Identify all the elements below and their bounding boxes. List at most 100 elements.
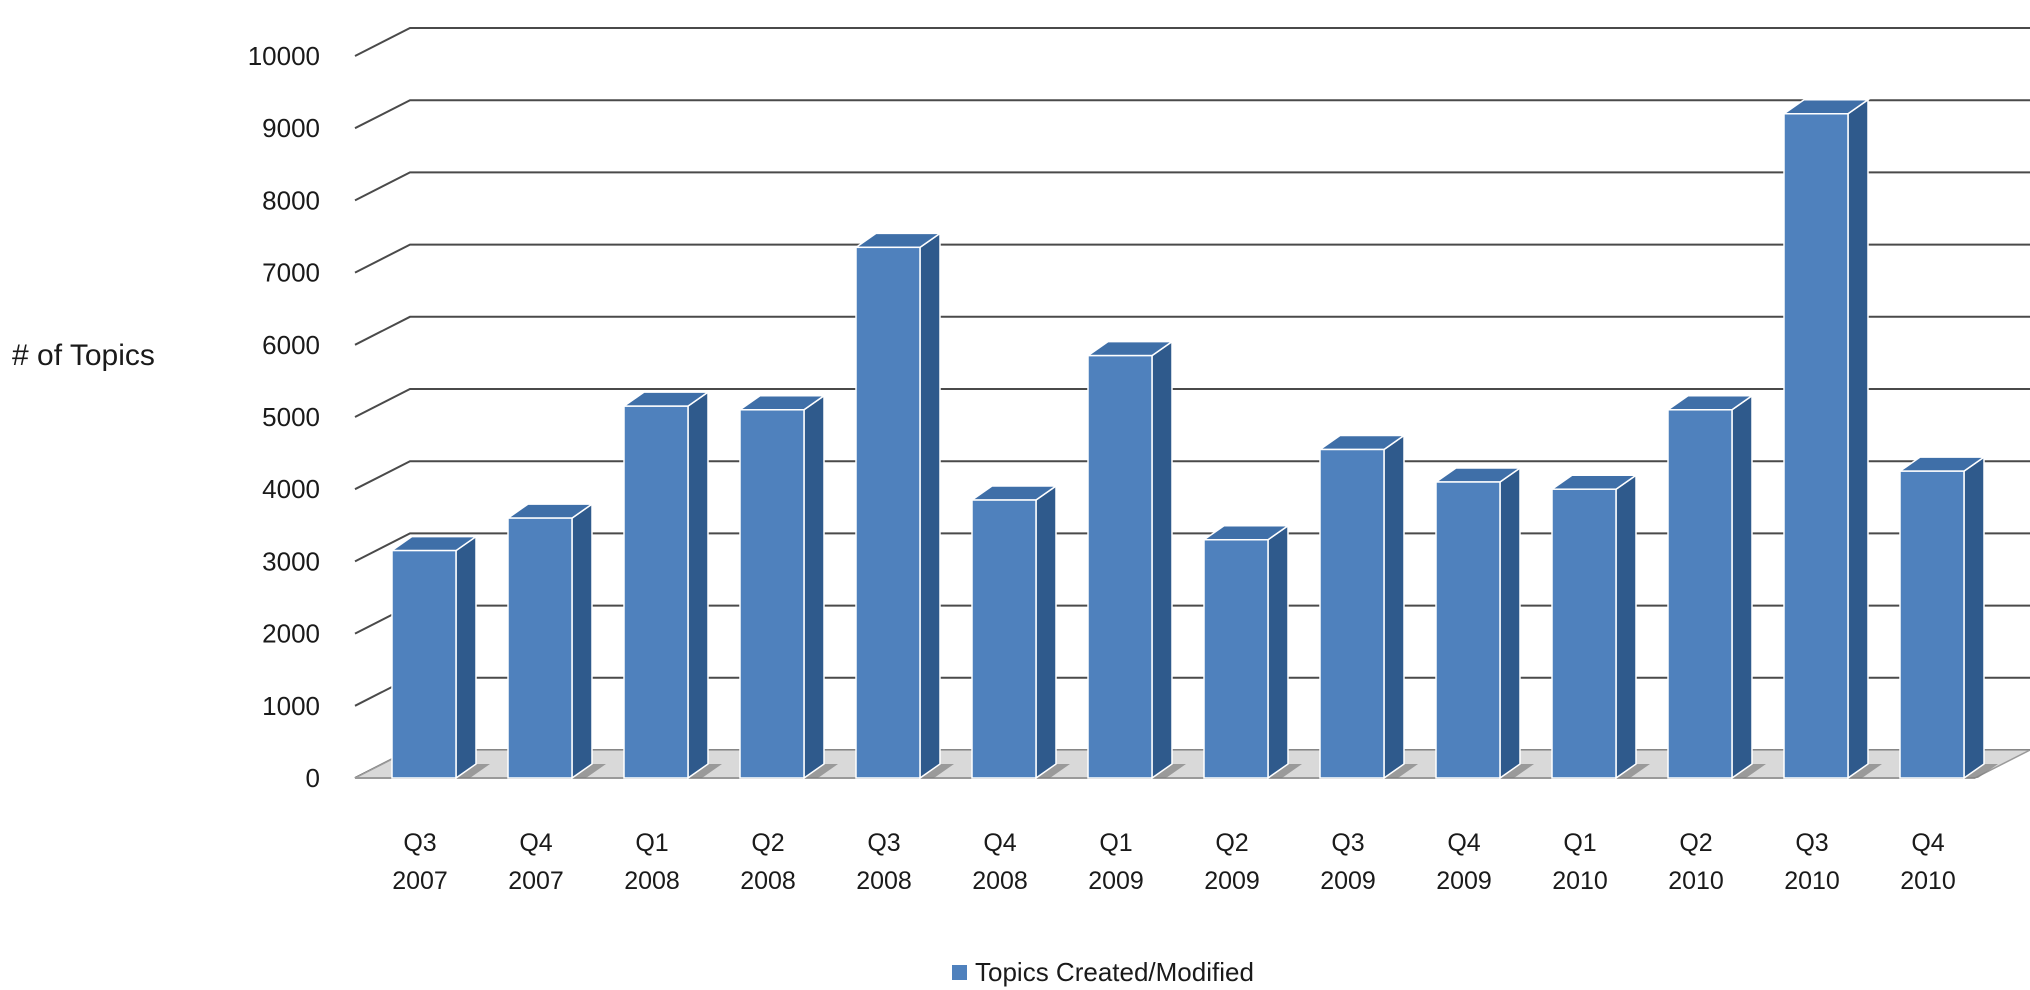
y-axis-ticks: 0 1000 2000 3000 4000 5000 6000 7000 8000 9000 100…	[248, 41, 320, 793]
bar-shadow	[1616, 764, 1650, 778]
x-tick-label-quarter: Q4	[1911, 829, 1944, 857]
x-tick-label-quarter: Q1	[1099, 829, 1132, 857]
x-tick-label-year: 2010	[1900, 867, 1956, 895]
gridline	[354, 460, 2030, 491]
chart-floor	[354, 749, 2030, 779]
y-tick-label: 3000	[262, 546, 320, 576]
y-tick-label: 10000	[248, 41, 320, 71]
bar-shadow	[1964, 764, 1998, 778]
bar	[969, 484, 1070, 780]
bar-front	[1319, 448, 1385, 779]
bar-front	[855, 246, 921, 779]
bar	[1201, 524, 1302, 780]
bar	[505, 502, 606, 780]
x-tick-label-year: 2009	[1088, 867, 1144, 895]
bar-side	[1267, 524, 1289, 780]
bar	[1897, 455, 1998, 780]
gridline	[354, 676, 2030, 707]
bar-shadow	[1268, 764, 1302, 778]
bar	[1549, 473, 1650, 780]
x-tick-label-year: 2008	[856, 867, 912, 895]
bar-side	[1615, 473, 1637, 780]
bar-side	[1383, 434, 1405, 780]
gridline	[354, 99, 2030, 130]
x-tick-label-quarter: Q3	[1331, 829, 1364, 857]
gridline	[354, 171, 2030, 202]
bar-side	[919, 231, 941, 780]
bar-side	[1847, 98, 1869, 780]
bar-side	[1151, 340, 1173, 780]
bar-shadow	[1732, 764, 1766, 778]
bar-front	[1899, 470, 1965, 779]
bar-side	[803, 394, 825, 780]
x-tick-label-year: 2008	[624, 867, 680, 895]
bar-shadow	[920, 764, 954, 778]
bar	[737, 394, 838, 780]
y-axis-title: # of Topics	[12, 339, 155, 372]
x-tick-label-quarter: Q4	[1447, 829, 1480, 857]
bar	[1433, 466, 1534, 780]
y-tick-label: 8000	[262, 185, 320, 215]
gridline	[354, 27, 2030, 57]
bar-shadow	[1036, 764, 1070, 778]
x-tick-label-year: 2010	[1552, 867, 1608, 895]
bar-shadow	[688, 764, 722, 778]
x-tick-label-year: 2010	[1784, 867, 1840, 895]
bar-front	[1551, 488, 1617, 779]
x-tick-label-quarter: Q3	[403, 829, 436, 857]
bar-shadow	[1848, 764, 1882, 778]
y-tick-label: 5000	[262, 402, 320, 432]
x-axis-ticks: Q3 2007 Q4 2007 Q1 2008 Q2 2008 Q3 2008 Q4 2008 Q1 20…	[392, 829, 1956, 895]
x-tick-label-quarter: Q2	[751, 829, 784, 857]
x-tick-label-quarter: Q3	[867, 829, 900, 857]
gridline	[354, 315, 2030, 346]
x-tick-label-quarter: Q3	[1795, 829, 1828, 857]
gridlines	[354, 27, 2030, 779]
bar-side	[1035, 484, 1057, 780]
bar-front	[391, 549, 457, 779]
y-tick-label: 2000	[262, 619, 320, 649]
bar-side	[1731, 394, 1753, 780]
bar-front	[1435, 481, 1501, 779]
bar-front	[739, 409, 805, 779]
bar-side	[455, 535, 477, 780]
bar-front	[1667, 409, 1733, 779]
gridline	[354, 532, 2030, 563]
gridline	[354, 388, 2030, 418]
bar-side	[1963, 455, 1985, 780]
bar-front	[1783, 113, 1849, 779]
x-tick-label-year: 2010	[1668, 867, 1724, 895]
x-tick-label-quarter: Q1	[635, 829, 668, 857]
gridline	[354, 604, 2030, 635]
y-tick-label: 9000	[262, 113, 320, 143]
x-tick-label-quarter: Q1	[1563, 829, 1596, 857]
bar-shadow	[572, 764, 606, 778]
bar-side	[687, 390, 709, 780]
x-tick-label-quarter: Q2	[1215, 829, 1248, 857]
y-tick-label: 6000	[262, 330, 320, 360]
bar-front	[1203, 538, 1269, 779]
legend-label: Topics Created/Modified	[975, 957, 1254, 987]
bar-front	[971, 499, 1037, 779]
legend-swatch	[952, 965, 967, 980]
x-tick-label-year: 2008	[740, 867, 796, 895]
legend: Topics Created/Modified	[952, 957, 1254, 987]
gridline	[354, 243, 2030, 274]
y-tick-label: 0	[306, 763, 320, 793]
x-tick-label-quarter: Q4	[519, 829, 552, 857]
x-tick-label-year: 2007	[392, 867, 448, 895]
bar	[853, 231, 954, 780]
bar-shadow	[1152, 764, 1186, 778]
bars	[389, 98, 1998, 780]
bar-front	[1087, 354, 1153, 779]
bar	[389, 535, 490, 780]
y-tick-label: 1000	[262, 691, 320, 721]
bar	[1665, 394, 1766, 780]
x-tick-label-year: 2009	[1436, 867, 1492, 895]
bar	[621, 390, 722, 780]
bar	[1085, 340, 1186, 780]
x-tick-label-quarter: Q2	[1679, 829, 1712, 857]
floor-plane	[354, 749, 2030, 779]
x-tick-label-year: 2008	[972, 867, 1028, 895]
